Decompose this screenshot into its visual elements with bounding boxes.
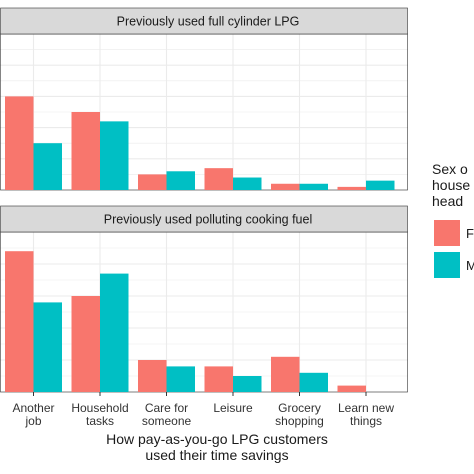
bar-F-5 [271, 356, 300, 392]
bar-F-6 [337, 186, 366, 190]
bar-F-6 [337, 385, 366, 392]
x-tick-label: job [24, 414, 41, 428]
x-tick-label: someone [142, 414, 192, 428]
x-axis-title-line: used their time savings [145, 447, 288, 463]
legend-key-F [434, 220, 460, 246]
bar-F-5 [271, 183, 300, 190]
bar-M-4 [233, 376, 262, 392]
bar-F-4 [204, 168, 233, 190]
legend-label-F: F [466, 226, 474, 241]
x-tick-label: tasks [86, 414, 114, 428]
facet-strip [0, 205, 408, 233]
x-tick-label: Learn new [338, 401, 394, 415]
panels [0, 33, 408, 393]
bar-F-2 [71, 112, 100, 190]
x-tick-label: Another [12, 401, 54, 415]
bar-M-1 [33, 302, 62, 392]
legend-title-line: head [432, 193, 463, 209]
x-tick-label: Leisure [213, 401, 253, 415]
x-tick-label: shopping [275, 414, 324, 428]
bar-M-2 [100, 121, 129, 190]
legend-label-M: M [466, 258, 474, 273]
x-axis-title-line: How pay-as-you-go LPG customers [106, 431, 328, 447]
x-tick-label: things [350, 414, 382, 428]
bar-M-6 [366, 180, 395, 190]
bar-M-4 [233, 177, 262, 190]
facet-strips: Previously used full cylinder LPG Previou… [0, 7, 408, 233]
legend-key-M [434, 252, 460, 278]
bar-F-3 [138, 360, 167, 392]
legend-title-line: house [432, 177, 470, 193]
bars [5, 96, 395, 392]
bar-F-4 [204, 366, 233, 392]
bar-F-2 [71, 296, 100, 392]
facet-title: Previously used full cylinder LPG [117, 15, 300, 29]
bar-F-1 [5, 96, 34, 190]
facet-strip [0, 7, 408, 35]
bar-M-5 [299, 183, 328, 190]
bar-M-5 [299, 372, 328, 392]
x-tick-label: Grocery [278, 401, 321, 415]
x-tick-label: Care for [145, 401, 188, 415]
bar-M-3 [166, 366, 195, 392]
x-tick-label: Household [71, 401, 128, 415]
bar-F-3 [138, 174, 167, 190]
bar-M-1 [33, 143, 62, 190]
bar-M-2 [100, 273, 129, 392]
facet-title: Previously used polluting cooking fuel [104, 213, 312, 227]
legend-title-line: Sex o [432, 161, 468, 177]
bar-F-1 [5, 251, 34, 392]
bar-M-3 [166, 171, 195, 190]
